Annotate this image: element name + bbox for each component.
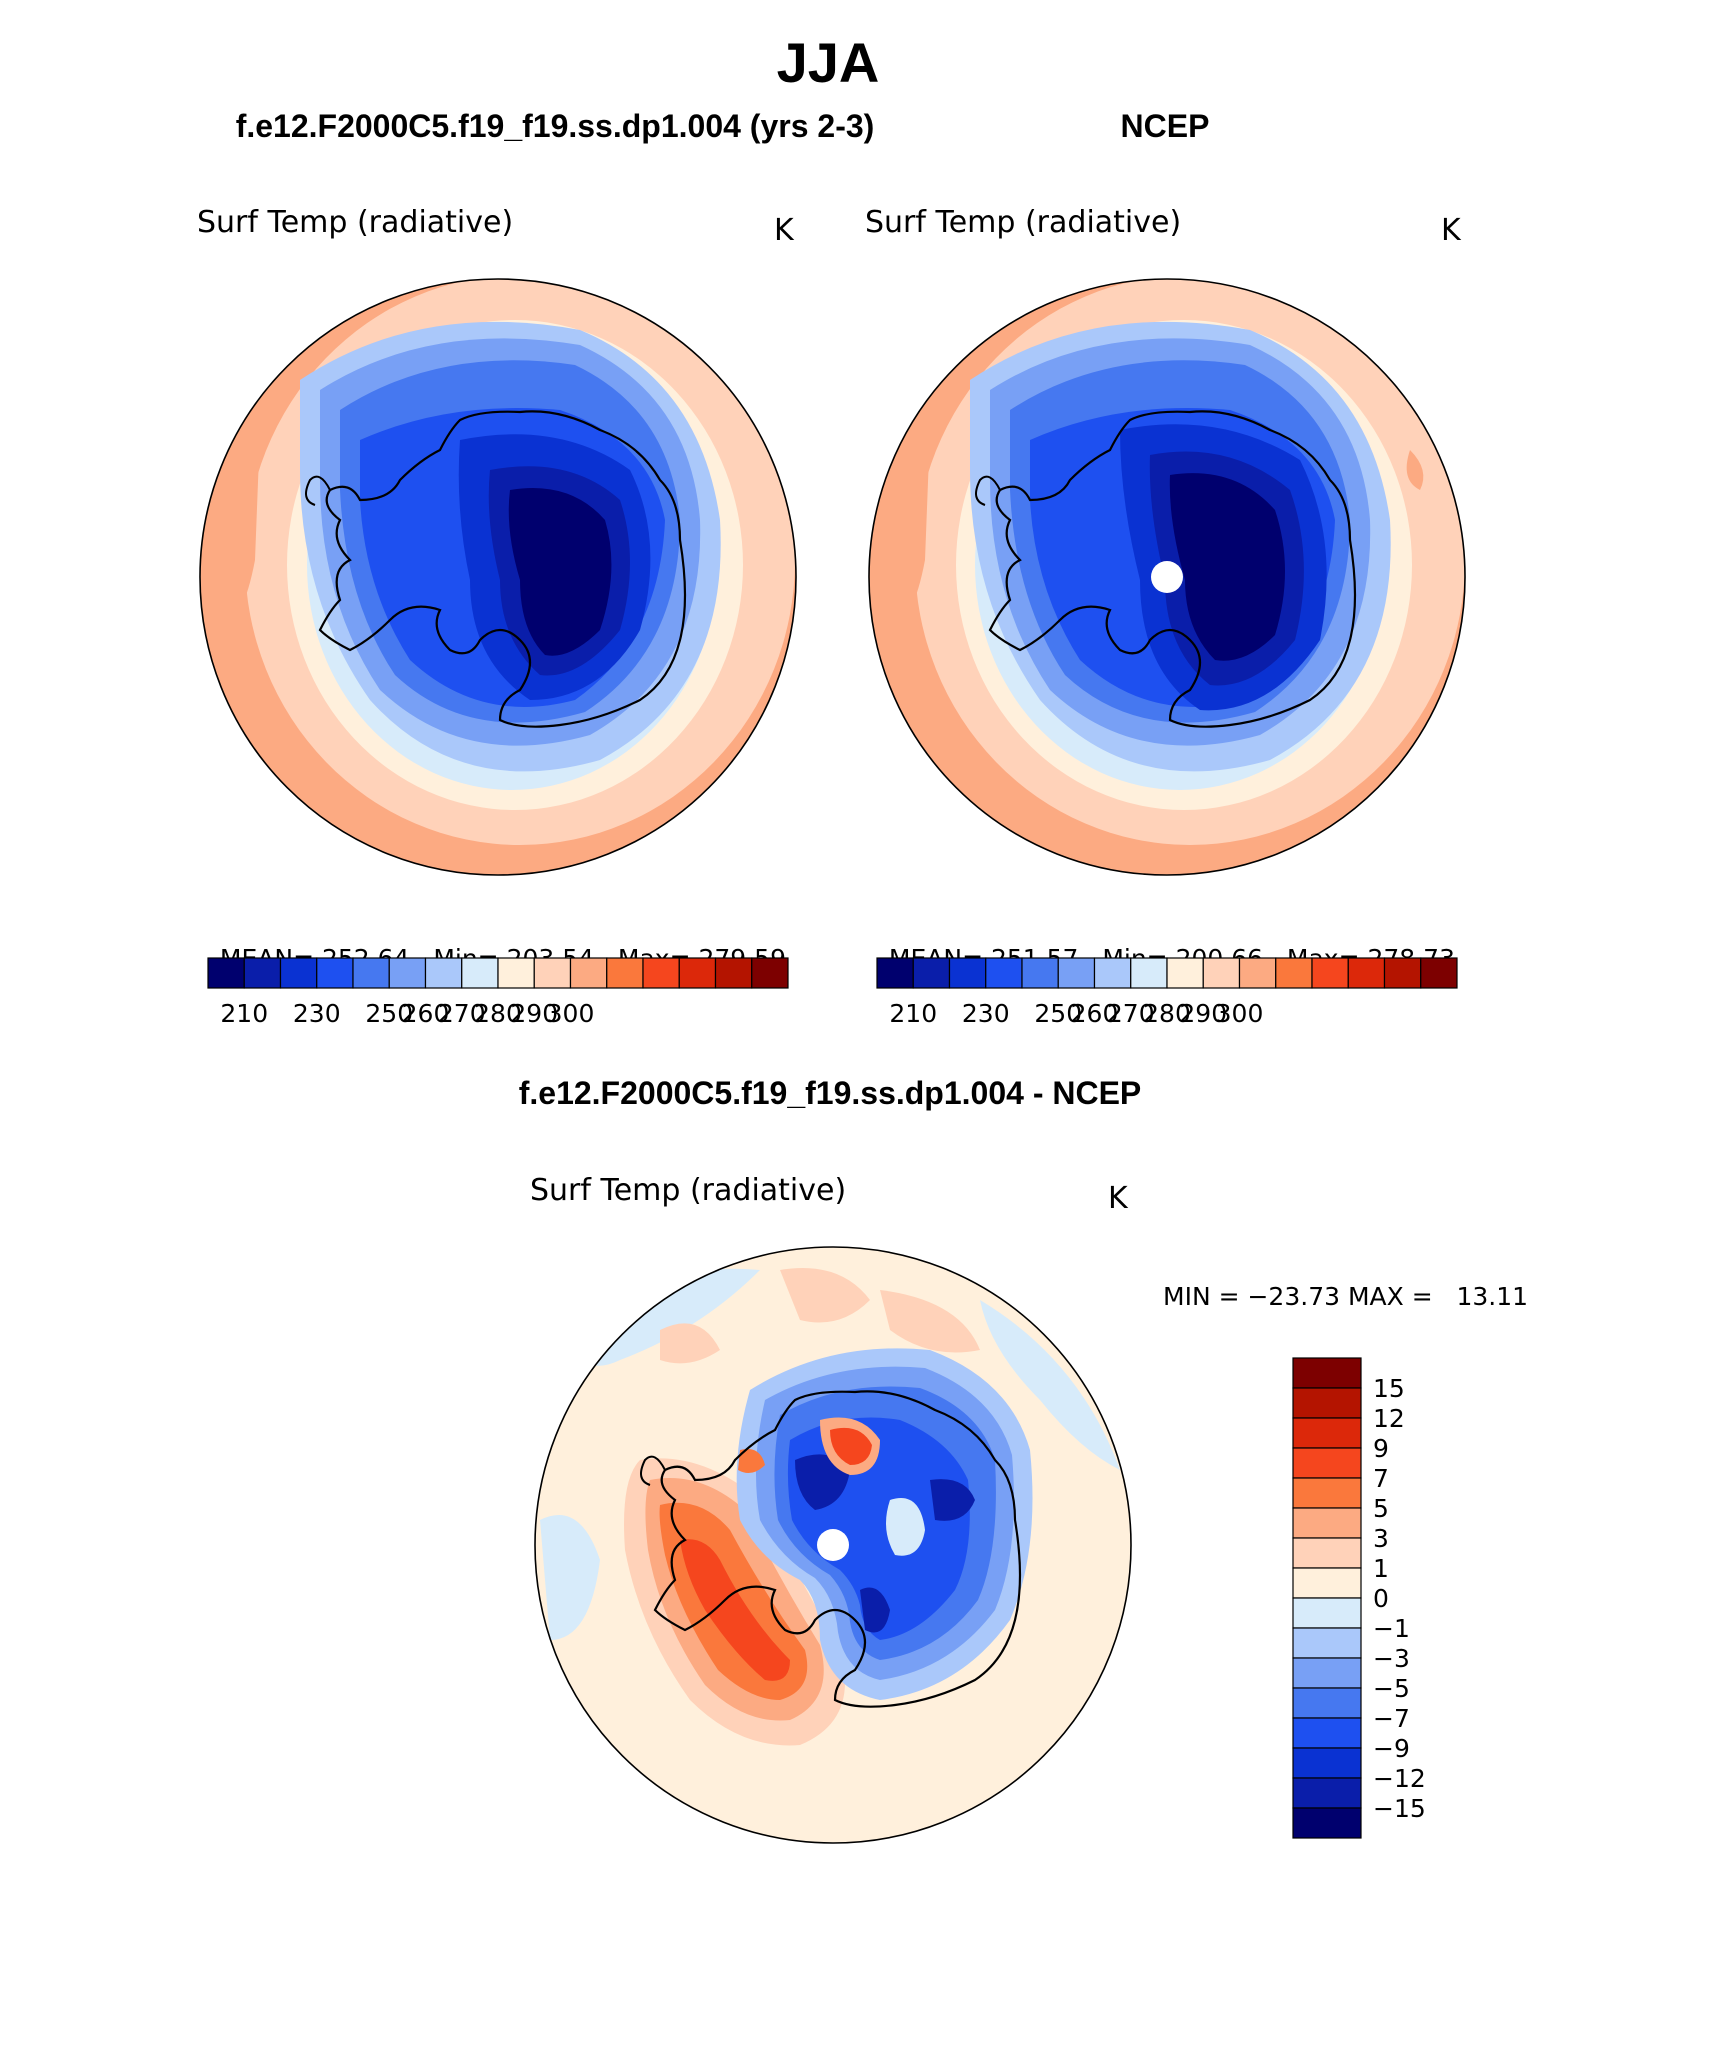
colorbar-swatch — [1292, 1597, 1362, 1629]
colorbar-tick-label: 15 — [1373, 1374, 1405, 1403]
colorbar-tick-label: −12 — [1373, 1764, 1426, 1793]
colorbar-swatch — [1292, 1567, 1362, 1599]
colorbar-swatch — [1292, 1627, 1362, 1659]
colorbar-swatch — [606, 957, 644, 989]
colorbar-swatch — [751, 957, 789, 989]
colorbar-tick-label: 300 — [1216, 999, 1264, 1028]
colorbar-swatch — [388, 957, 427, 989]
map-ncep — [868, 278, 1466, 876]
colorbar-tick-label: 3 — [1373, 1524, 1389, 1553]
panel-3-minmax: MIN = −23.73 MAX = 13.11 — [1163, 1282, 1529, 1311]
colorbar-tick-label: −9 — [1373, 1734, 1410, 1763]
map-model — [199, 278, 797, 876]
colorbar-tick-label: 260 — [1071, 999, 1119, 1028]
panel-3-variable-label: Surf Temp (radiative) — [530, 1173, 847, 1208]
colorbar-tick-label: 280 — [474, 999, 522, 1028]
colorbar-tick-label: −3 — [1373, 1644, 1410, 1673]
colorbar-tick-label: −15 — [1373, 1794, 1426, 1823]
colorbar-tick-label: 300 — [547, 999, 595, 1028]
colorbar-tick-label: 0 — [1373, 1584, 1389, 1613]
colorbar-swatch — [316, 957, 354, 989]
colorbar-swatch — [497, 957, 535, 989]
colorbar-swatch — [714, 957, 753, 989]
colorbar-swatch — [461, 957, 499, 989]
colorbar-swatch — [1238, 957, 1277, 989]
colorbar-swatch — [424, 957, 463, 989]
colorbar-swatch — [207, 957, 245, 989]
colorbar-tick-label: −1 — [1373, 1614, 1410, 1643]
colorbar-swatch — [678, 957, 717, 989]
colorbar-swatch — [1347, 957, 1386, 989]
colorbar-swatch — [1292, 1387, 1362, 1419]
colorbar-swatch — [1292, 1747, 1362, 1779]
colorbar-swatch — [533, 957, 572, 989]
colorbar-tick-label: 12 — [1373, 1404, 1405, 1433]
colorbar-swatch — [1093, 957, 1132, 989]
colorbar-tick-label: 230 — [293, 999, 341, 1028]
colorbar-tick-label: 250 — [365, 999, 413, 1028]
colorbar-swatch — [1292, 1777, 1362, 1809]
colorbar-swatch — [352, 957, 390, 989]
colorbar-swatch — [948, 957, 987, 989]
colorbar-swatch — [1292, 1687, 1362, 1719]
colorbar-swatch — [1292, 1417, 1362, 1449]
colorbar-swatch — [243, 957, 282, 989]
colorbar-swatch — [1292, 1807, 1362, 1839]
colorbar-tick-label: 7 — [1373, 1464, 1389, 1493]
colorbar-tick-label: 210 — [889, 999, 937, 1028]
colorbar-swatch — [569, 957, 608, 989]
figure-title: JJA — [776, 31, 880, 94]
colorbar-swatch — [1130, 957, 1168, 989]
colorbar-swatch — [1275, 957, 1313, 989]
colorbar-swatch — [279, 957, 318, 989]
colorbar-swatch — [1057, 957, 1096, 989]
panel-2-header: NCEP — [1120, 108, 1210, 144]
colorbar-tick-label: 230 — [962, 999, 1010, 1028]
colorbar-tick-label: 5 — [1373, 1494, 1389, 1523]
colorbar-tick-label: −5 — [1373, 1674, 1410, 1703]
colorbar-swatch — [1292, 1447, 1362, 1479]
colorbar-swatch — [642, 957, 680, 989]
colorbar-tick-label: 270 — [1107, 999, 1155, 1028]
colorbar-swatch — [1166, 957, 1204, 989]
colorbar-swatch — [1292, 1657, 1362, 1689]
colorbar-swatch — [1292, 1507, 1362, 1539]
colorbar-swatch — [985, 957, 1023, 989]
colorbar-tick-label: 9 — [1373, 1434, 1389, 1463]
colorbar-tick-label: 260 — [402, 999, 450, 1028]
panel-1-variable-label: Surf Temp (radiative) — [197, 205, 514, 240]
colorbar-swatch — [1311, 957, 1349, 989]
colorbar-swatch — [876, 957, 914, 989]
panel-2-variable-label: Surf Temp (radiative) — [865, 205, 1182, 240]
colorbar-tick-label: 210 — [220, 999, 268, 1028]
colorbar-swatch — [1021, 957, 1059, 989]
colorbar-tick-label: 290 — [510, 999, 558, 1028]
map-difference — [534, 1246, 1132, 1844]
colorbar-swatch — [1202, 957, 1241, 989]
panel-3-units: K — [1108, 1181, 1128, 1216]
colorbar-tick-label: 250 — [1034, 999, 1082, 1028]
colorbar-tick-label: 270 — [438, 999, 486, 1028]
panel-1-units: K — [774, 213, 794, 248]
colorbar-tick-label: 280 — [1143, 999, 1191, 1028]
colorbar-swatch — [1420, 957, 1458, 989]
panel-3-header: f.e12.F2000C5.f19_f19.ss.dp1.004 - NCEP — [518, 1075, 1142, 1111]
colorbar-swatch — [1292, 1477, 1362, 1509]
colorbar-tick-label: 290 — [1179, 999, 1227, 1028]
colorbar-swatch — [1383, 957, 1422, 989]
colorbar-swatch — [912, 957, 951, 989]
colorbar-tick-label: 1 — [1373, 1554, 1389, 1583]
colorbar-swatch — [1292, 1537, 1362, 1569]
colorbar-tick-label: −7 — [1373, 1704, 1410, 1733]
panel-2-units: K — [1441, 213, 1461, 248]
panel-1-header: f.e12.F2000C5.f19_f19.ss.dp1.004 (yrs 2-… — [235, 108, 875, 144]
colorbar-swatch — [1292, 1357, 1362, 1389]
colorbar-swatch — [1292, 1717, 1362, 1749]
